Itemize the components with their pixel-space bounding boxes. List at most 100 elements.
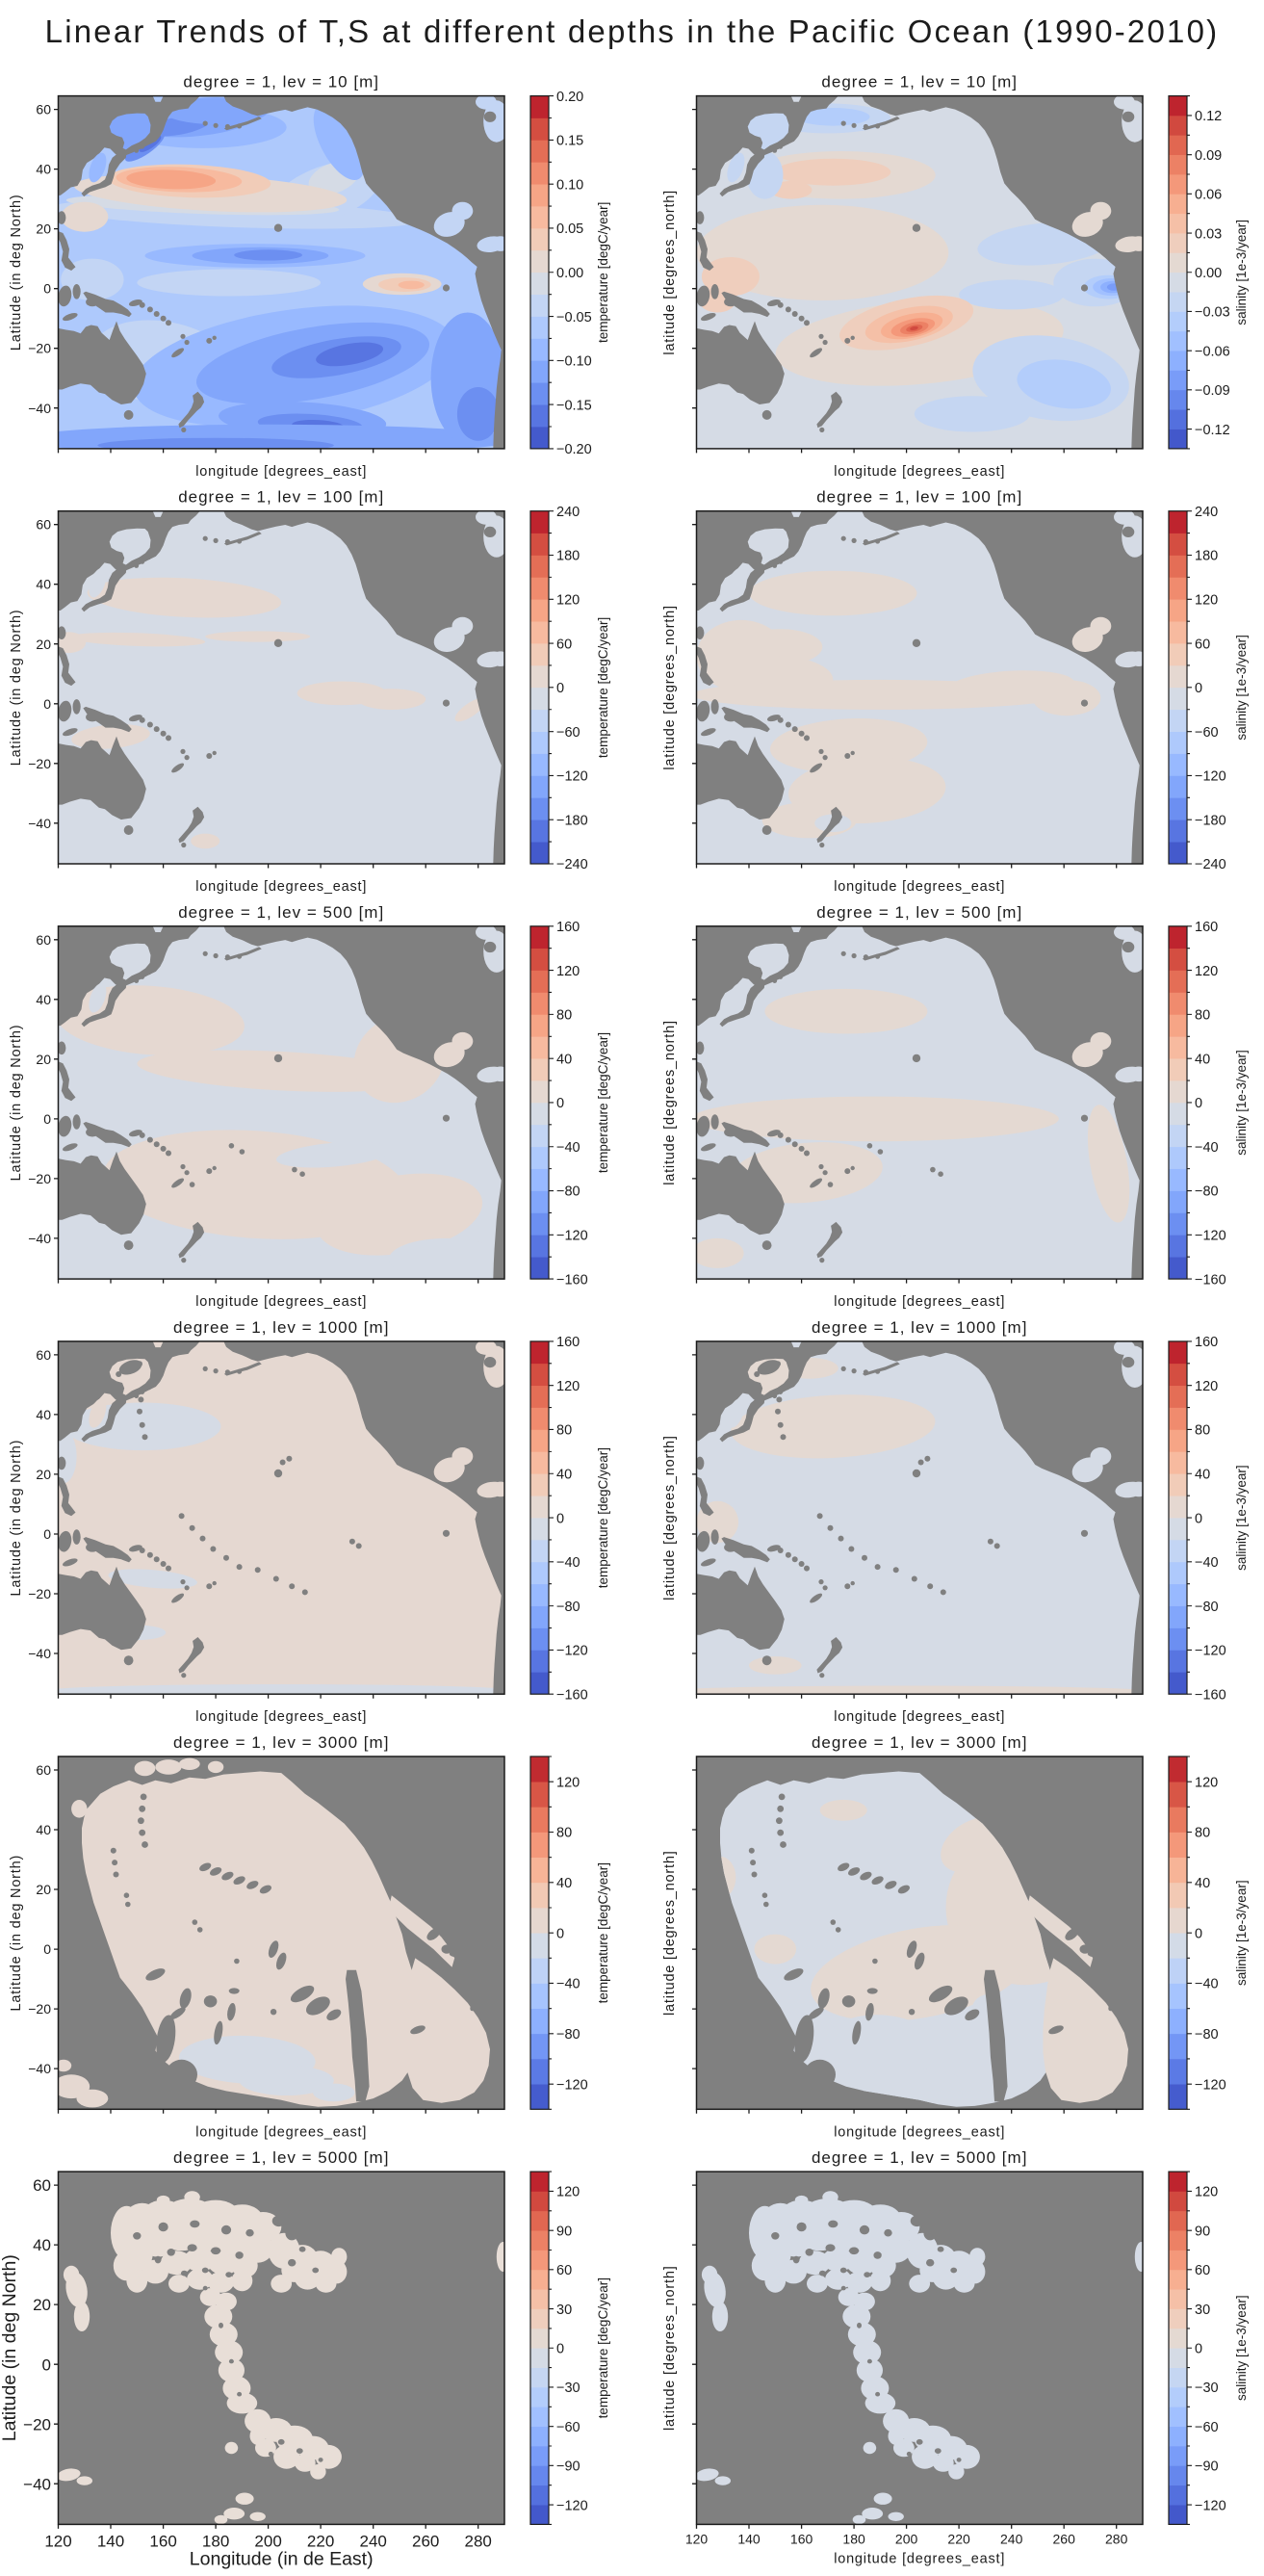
svg-text:40: 40 (556, 1468, 572, 1483)
svg-text:degree = 1, lev = 500 [m]: degree = 1, lev = 500 [m] (816, 903, 1022, 922)
svg-text:temperature [degC/year]: temperature [degC/year] (596, 2277, 610, 2418)
svg-text:40: 40 (33, 2236, 51, 2254)
svg-text:240: 240 (360, 2532, 387, 2550)
svg-text:0.09: 0.09 (1195, 148, 1222, 164)
svg-text:20: 20 (36, 1882, 51, 1897)
svg-text:60: 60 (36, 1762, 51, 1778)
svg-text:160: 160 (556, 920, 580, 935)
svg-text:90: 90 (1195, 2224, 1210, 2239)
svg-text:salinity [1e-3/year]: salinity [1e-3/year] (1234, 1050, 1249, 1156)
svg-text:0: 0 (43, 1941, 51, 1957)
svg-text:80: 80 (1195, 1008, 1210, 1024)
svg-text:−60: −60 (1195, 2420, 1219, 2435)
svg-text:degree = 1, lev = 1000 [m]: degree = 1, lev = 1000 [m] (812, 1318, 1027, 1337)
svg-text:180: 180 (556, 549, 580, 564)
svg-text:−80: −80 (1195, 1600, 1219, 1615)
svg-text:−120: −120 (1195, 1644, 1226, 1659)
svg-text:120: 120 (556, 1775, 580, 1790)
svg-text:−40: −40 (28, 2061, 51, 2076)
svg-text:40: 40 (1195, 1468, 1210, 1483)
svg-text:−40: −40 (1195, 1555, 1219, 1571)
svg-text:−120: −120 (556, 1229, 588, 1244)
svg-text:degree = 1, lev = 5000 [m]: degree = 1, lev = 5000 [m] (812, 2148, 1027, 2167)
svg-text:240: 240 (1195, 505, 1218, 520)
svg-text:−20: −20 (28, 1586, 51, 1601)
svg-text:240: 240 (1000, 2531, 1023, 2546)
svg-text:−40: −40 (1195, 1140, 1219, 1156)
svg-text:−60: −60 (556, 725, 580, 741)
svg-text:120: 120 (685, 2531, 709, 2546)
svg-text:160: 160 (790, 2531, 813, 2546)
svg-text:0: 0 (1195, 1926, 1202, 1941)
svg-text:−20: −20 (28, 2001, 51, 2017)
svg-text:0: 0 (43, 281, 51, 297)
svg-text:0: 0 (43, 1111, 51, 1127)
svg-text:30: 30 (1195, 2303, 1210, 2318)
svg-text:longitude [degrees_east]: longitude [degrees_east] (195, 1294, 367, 1310)
svg-text:40: 40 (36, 1407, 51, 1422)
svg-text:longitude [degrees_east]: longitude [degrees_east] (834, 2124, 1005, 2140)
svg-text:Latitude (in deg North): Latitude (in deg North) (9, 194, 24, 351)
svg-text:−240: −240 (556, 857, 588, 872)
svg-text:−80: −80 (556, 2027, 580, 2043)
svg-text:80: 80 (556, 1008, 572, 1024)
svg-text:−40: −40 (28, 1231, 51, 1246)
svg-text:0.05: 0.05 (556, 221, 583, 237)
svg-text:30: 30 (556, 2303, 572, 2318)
svg-text:120: 120 (1195, 2185, 1218, 2200)
svg-text:40: 40 (1195, 1876, 1210, 1891)
svg-text:−0.05: −0.05 (556, 310, 592, 325)
svg-text:0: 0 (42, 2355, 51, 2374)
svg-text:0: 0 (43, 1526, 51, 1542)
svg-text:0.10: 0.10 (556, 177, 583, 193)
svg-text:60: 60 (36, 1347, 51, 1363)
svg-text:−160: −160 (1195, 1687, 1226, 1703)
svg-text:temperature [degC/year]: temperature [degC/year] (596, 1862, 610, 2003)
svg-text:degree = 1, lev = 10 [m]: degree = 1, lev = 10 [m] (821, 73, 1018, 91)
svg-text:120: 120 (556, 964, 580, 979)
svg-text:90: 90 (556, 2224, 572, 2239)
svg-text:degree = 1, lev = 1000 [m]: degree = 1, lev = 1000 [m] (173, 1318, 389, 1337)
svg-text:degree = 1, lev = 100 [m]: degree = 1, lev = 100 [m] (178, 488, 384, 507)
svg-text:longitude [degrees_east]: longitude [degrees_east] (195, 464, 367, 480)
svg-text:temperature [degC/year]: temperature [degC/year] (596, 617, 610, 758)
svg-text:20: 20 (36, 1052, 51, 1067)
svg-text:−40: −40 (23, 2475, 51, 2493)
svg-text:120: 120 (556, 593, 580, 609)
svg-text:Latitude (in deg North): Latitude (in deg North) (0, 2254, 20, 2441)
svg-text:−60: −60 (556, 2420, 580, 2435)
svg-text:degree = 1, lev = 500 [m]: degree = 1, lev = 500 [m] (178, 903, 384, 922)
svg-text:60: 60 (1195, 637, 1210, 652)
svg-text:60: 60 (36, 102, 51, 117)
svg-text:Latitude (in deg North): Latitude (in deg North) (9, 1855, 24, 2012)
svg-text:salinity [1e-3/year]: salinity [1e-3/year] (1234, 635, 1249, 741)
svg-text:−120: −120 (556, 2077, 588, 2093)
svg-text:0: 0 (556, 1096, 564, 1111)
svg-text:120: 120 (556, 1379, 580, 1394)
svg-text:temperature [degC/year]: temperature [degC/year] (596, 202, 610, 343)
svg-text:−120: −120 (1195, 1229, 1226, 1244)
svg-text:salinity [1e-3/year]: salinity [1e-3/year] (1234, 1465, 1249, 1571)
svg-text:260: 260 (412, 2532, 439, 2550)
svg-text:Latitude (in deg North): Latitude (in deg North) (9, 610, 24, 767)
svg-text:0: 0 (556, 1926, 564, 1941)
svg-text:0.00: 0.00 (1195, 266, 1222, 281)
svg-text:−160: −160 (556, 1272, 588, 1288)
svg-text:80: 80 (1195, 1423, 1210, 1439)
svg-text:40: 40 (36, 992, 51, 1007)
svg-text:−40: −40 (1195, 1977, 1219, 1992)
svg-text:−120: −120 (1195, 2077, 1226, 2093)
svg-text:220: 220 (307, 2532, 334, 2550)
svg-text:salinity [1e-3/year]: salinity [1e-3/year] (1234, 220, 1249, 325)
svg-text:salinity [1e-3/year]: salinity [1e-3/year] (1234, 1880, 1249, 1986)
svg-text:−240: −240 (1195, 857, 1226, 872)
svg-text:−40: −40 (28, 1646, 51, 1661)
svg-text:0: 0 (1195, 2342, 1202, 2357)
svg-text:120: 120 (1195, 593, 1218, 609)
svg-text:−90: −90 (1195, 2459, 1219, 2475)
svg-text:0.00: 0.00 (556, 266, 583, 281)
svg-text:40: 40 (1195, 1052, 1210, 1067)
svg-text:−80: −80 (556, 1600, 580, 1615)
svg-text:longitude [degrees_east]: longitude [degrees_east] (195, 1709, 367, 1725)
svg-text:200: 200 (895, 2531, 918, 2546)
